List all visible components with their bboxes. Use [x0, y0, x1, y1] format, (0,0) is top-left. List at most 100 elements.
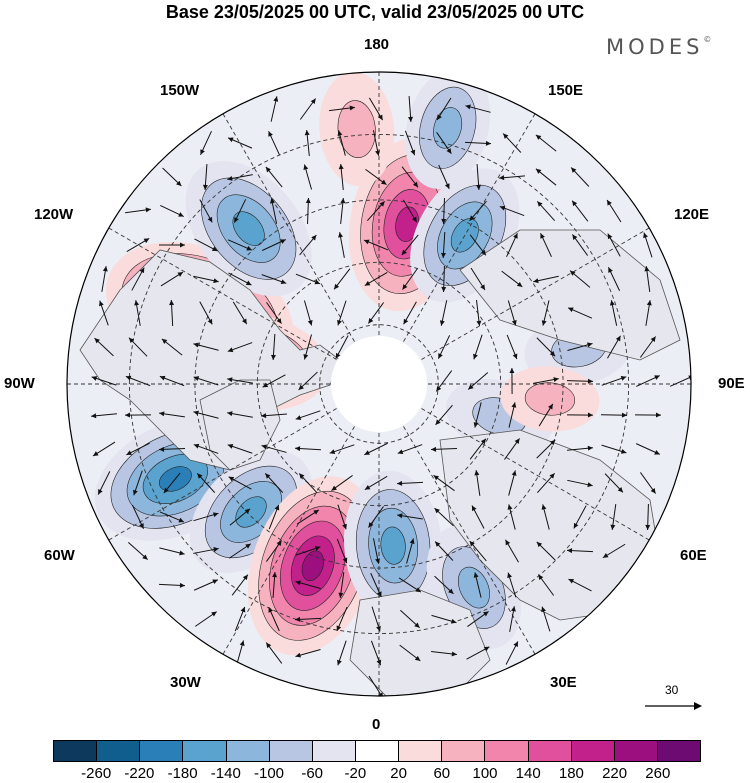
wind-vector [232, 301, 248, 325]
wind-vector [434, 575, 454, 595]
wind-vector [507, 504, 516, 530]
wind-vector [227, 411, 253, 418]
wind-vector [364, 271, 388, 287]
wind-vector [635, 375, 661, 387]
wind-vector [231, 574, 249, 596]
wind-vector [337, 130, 346, 156]
wind-vector [567, 445, 593, 451]
wind-vector [126, 442, 150, 456]
wind-vector [295, 649, 321, 658]
wind-vector [125, 375, 151, 387]
wind-vector [340, 198, 346, 224]
wind-vector [366, 200, 386, 222]
wind-vector [158, 446, 186, 452]
wind-vector [408, 95, 414, 123]
wind-vector [433, 474, 455, 492]
wind-vector [160, 204, 184, 218]
greenland-outline [199, 379, 281, 471]
wind-vector [541, 300, 550, 326]
lon-label-60e: 60E [680, 547, 707, 564]
wind-vector [336, 606, 348, 632]
wind-vector [169, 299, 175, 327]
wind-vector [639, 336, 657, 358]
wind-vector [91, 413, 117, 419]
wind-vector [402, 199, 418, 223]
negative-anomaly-contour [457, 566, 490, 609]
wind-vector [125, 207, 151, 214]
wind-vector [159, 411, 185, 418]
negative-anomaly-contour [232, 211, 265, 246]
wind-vector [199, 301, 213, 325]
colorbar-tick-label: -100 [253, 765, 285, 782]
wind-vector [566, 412, 594, 418]
polar-cap [331, 336, 427, 432]
wind-vector [236, 640, 245, 666]
wind-vector [509, 606, 516, 632]
wind-vector [193, 579, 219, 591]
wind-vector [262, 374, 286, 388]
wind-vector [439, 300, 448, 326]
wind-vector [296, 509, 320, 525]
wind-vector [396, 480, 424, 486]
wind-vector [128, 337, 148, 357]
colorbar-bin [442, 741, 486, 761]
wind-vector [536, 472, 556, 494]
wind-vector [533, 275, 559, 284]
wind-vector [465, 104, 491, 113]
wind-vector [406, 538, 415, 564]
europe-outline [349, 589, 491, 696]
wind-vector [368, 675, 384, 696]
reference-vector [645, 702, 702, 710]
wind-vector [403, 301, 417, 325]
colorbar-bin [312, 741, 356, 761]
wind-vector [566, 378, 594, 384]
wind-vector [372, 130, 381, 156]
wind-vector [602, 543, 626, 559]
latitude-circle [128, 133, 630, 635]
wind-vector [601, 375, 627, 386]
wind-vector [200, 131, 212, 155]
colorbar-labels: -260 -220 -180 -140 -100 -60 -20 20 60 100 140 180 2… [0, 765, 750, 783]
wind-vector [509, 367, 515, 395]
wind-vector [268, 606, 280, 632]
wind-vector [272, 571, 278, 599]
wind-vector [502, 133, 522, 153]
wind-vector [233, 199, 247, 223]
meridian-line [108, 227, 380, 385]
wind-vector [397, 513, 423, 520]
wind-vector [538, 403, 554, 427]
positive-anomaly-contour [337, 100, 376, 159]
copyright-mark: © [703, 35, 712, 44]
colorbar-tick-label: 20 [390, 765, 407, 782]
wind-vector [133, 470, 143, 496]
wind-vector [158, 582, 186, 588]
wind-vector [434, 541, 454, 561]
wind-vector [437, 335, 451, 359]
wind-vector [227, 137, 253, 149]
wind-vector [97, 471, 111, 495]
wind-vector [193, 547, 219, 554]
wind-vector [304, 130, 310, 156]
wind-vector [228, 272, 252, 286]
colorbar-tick-label: 100 [472, 765, 498, 782]
wind-vector [262, 239, 286, 251]
negative-anomaly-contour [380, 526, 406, 565]
wind-vector [639, 472, 657, 494]
wind-vector [295, 546, 321, 556]
wind-vector [441, 197, 447, 225]
wind-vector [338, 572, 345, 598]
wind-vector [99, 300, 109, 326]
wind-vector [507, 300, 517, 326]
wind-vector [438, 164, 450, 190]
wind-vector [228, 543, 252, 559]
wind-vector [159, 375, 185, 387]
meridian-line [378, 227, 650, 385]
positive-anomaly-contour [524, 382, 576, 416]
wind-vector [567, 307, 593, 319]
wind-vectors [91, 95, 691, 696]
wind-vector [474, 470, 481, 496]
wind-vector [431, 650, 457, 657]
lon-label-150e: 150E [548, 82, 584, 99]
colorbar-bin [140, 741, 184, 761]
wind-vector [536, 541, 556, 561]
